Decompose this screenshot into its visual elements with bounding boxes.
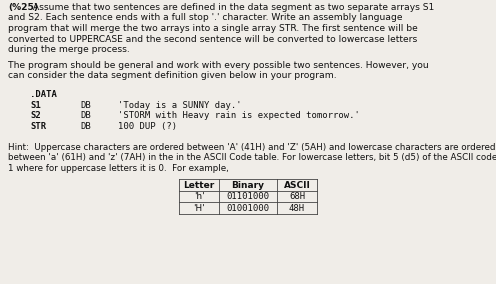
Text: converted to UPPERCASE and the second sentence will be converted to lowercase le: converted to UPPERCASE and the second se… xyxy=(8,34,417,43)
Text: 1 where for uppercase letters it is 0.  For example,: 1 where for uppercase letters it is 0. F… xyxy=(8,164,229,173)
Text: S2: S2 xyxy=(30,111,41,120)
Text: 'H': 'H' xyxy=(193,204,205,213)
Text: Assume that two sentences are defined in the data segment as two separate arrays: Assume that two sentences are defined in… xyxy=(30,3,434,12)
Text: 'STORM with Heavy rain is expected tomorrow.': 'STORM with Heavy rain is expected tomor… xyxy=(118,111,360,120)
Text: ASCII: ASCII xyxy=(284,181,310,190)
Text: between 'a' (61H) and 'z' (7AH) in the in the ASCII Code table. For lowercase le: between 'a' (61H) and 'z' (7AH) in the i… xyxy=(8,153,496,162)
Text: Hint:  Uppercase characters are ordered between 'A' (41H) and 'Z' (5AH) and lowe: Hint: Uppercase characters are ordered b… xyxy=(8,143,496,152)
Text: 01001000: 01001000 xyxy=(227,204,269,213)
Text: STR: STR xyxy=(30,122,46,131)
Text: program that will merge the two arrays into a single array STR. The first senten: program that will merge the two arrays i… xyxy=(8,24,418,33)
Text: 'h': 'h' xyxy=(193,192,204,201)
Text: Binary: Binary xyxy=(232,181,264,190)
Text: 48H: 48H xyxy=(289,204,305,213)
Text: DB: DB xyxy=(80,111,91,120)
Text: Letter: Letter xyxy=(184,181,215,190)
Text: 'Today is a SUNNY day.': 'Today is a SUNNY day.' xyxy=(118,101,242,110)
Text: DB: DB xyxy=(80,122,91,131)
Text: 01101000: 01101000 xyxy=(227,192,269,201)
Text: and S2. Each sentence ends with a full stop '.' character. Write an assembly lan: and S2. Each sentence ends with a full s… xyxy=(8,14,402,22)
Text: S1: S1 xyxy=(30,101,41,110)
Text: The program should be general and work with every possible two sentences. Howeve: The program should be general and work w… xyxy=(8,61,429,70)
Text: 100 DUP (?): 100 DUP (?) xyxy=(118,122,177,131)
Text: DB: DB xyxy=(80,101,91,110)
Text: (%25): (%25) xyxy=(8,3,38,12)
Text: .DATA: .DATA xyxy=(30,90,57,99)
Text: during the merge process.: during the merge process. xyxy=(8,45,130,54)
Text: can consider the data segment definition given below in your program.: can consider the data segment definition… xyxy=(8,71,337,80)
Text: 68H: 68H xyxy=(289,192,305,201)
